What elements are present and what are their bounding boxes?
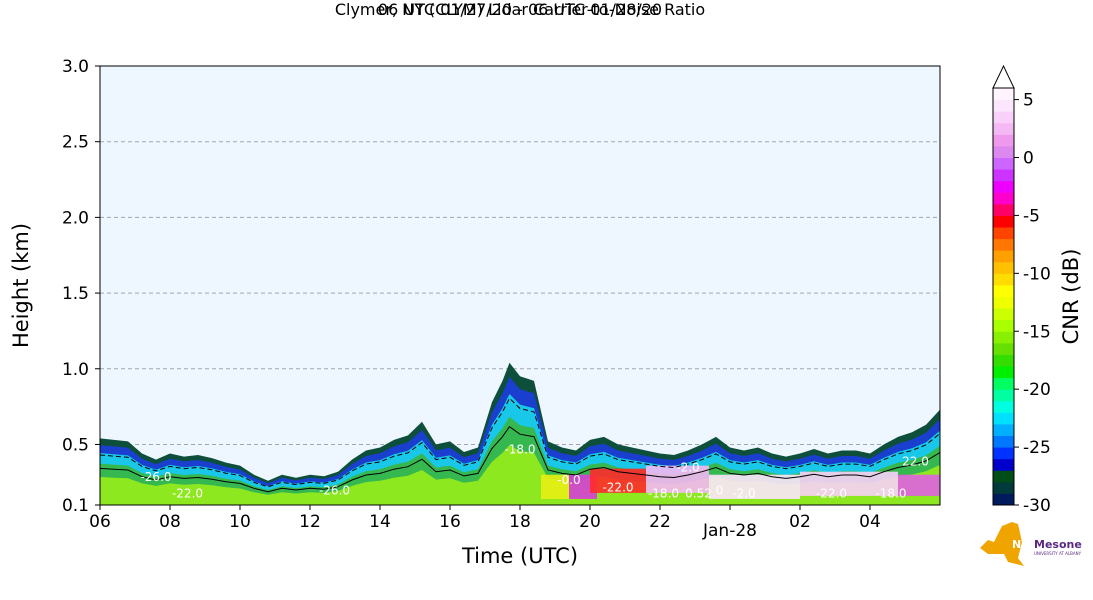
contour-label: 22.0	[902, 455, 929, 469]
y-axis-label: Height (km)	[9, 223, 33, 348]
cloud-core-yellow	[541, 474, 569, 499]
colorbar-tick-label: -15	[1023, 322, 1051, 342]
logo-mesonet-text: Mesonet	[1034, 538, 1082, 551]
x-tick-label: 02	[789, 512, 811, 532]
contour-label: -2.0	[676, 461, 699, 475]
y-tick-label: 2.0	[62, 208, 89, 228]
colorbar-segment	[993, 319, 1014, 332]
colorbar-frame	[992, 87, 1015, 506]
colorbar-segment	[993, 481, 1014, 494]
cloud-core-red	[590, 468, 646, 493]
contour-label: -0.0	[557, 473, 580, 487]
contour-label: 0	[716, 483, 724, 497]
y-tick-label: 0.1	[62, 496, 89, 516]
x-axis-label: Time (UTC)	[461, 544, 578, 568]
colorbar-segment	[993, 412, 1014, 425]
colorbar-segment	[993, 354, 1014, 367]
chart-subtitle: 06 UTC 01/27/20 - 06 UTC 01/28/20	[377, 0, 663, 19]
x-tick-label: Jan-28	[702, 521, 757, 541]
contour-line	[100, 397, 940, 488]
colorbar-segment	[993, 331, 1014, 344]
y-tick-label: 0.5	[62, 435, 89, 455]
contour-label: -22.0	[172, 486, 203, 500]
x-tick-label: 14	[369, 512, 391, 532]
colorbar-segment	[993, 203, 1014, 216]
x-tick-label: 10	[229, 512, 251, 532]
ny-state-shape	[980, 522, 1024, 566]
x-tick-label: 18	[509, 512, 531, 532]
colorbar-segment	[993, 342, 1014, 355]
colorbar-tick-label: -10	[1023, 264, 1051, 284]
colorbar-segment	[993, 145, 1014, 158]
colorbar-segment	[993, 169, 1014, 182]
logo-nys-text: NYS	[1012, 538, 1037, 551]
cloud-core-violet	[898, 474, 940, 496]
colorbar-tick-label: -5	[1023, 206, 1040, 226]
contour-label: -26.0	[140, 470, 171, 484]
colorbar-segment	[993, 111, 1014, 124]
colorbar-segment	[993, 423, 1014, 436]
x-tick-label: 16	[439, 512, 461, 532]
contour-label: -22.0	[816, 486, 847, 500]
colorbar-segment	[993, 296, 1014, 309]
x-tick-label: 06	[89, 512, 111, 532]
colorbar-segment	[993, 227, 1014, 240]
colorbar-tick-label: -30	[1023, 496, 1051, 516]
y-tick-label: 1.5	[62, 284, 89, 304]
chart-title: Clymer, NY (CLYM) Lidar Carrier-to-Noise…	[334, 0, 706, 19]
cloud-core-pink-2	[800, 471, 898, 496]
cloud-core-pink	[646, 465, 709, 493]
contour-label: -18.0	[648, 486, 679, 500]
contour-label: 0.52	[685, 486, 712, 500]
x-tick-label: 20	[579, 512, 601, 532]
x-tick-label: 08	[159, 512, 181, 532]
colorbar-extend-max	[992, 64, 1015, 89]
colorbar-segment	[993, 192, 1014, 205]
colorbar-segment	[993, 215, 1014, 228]
cloud-field: -26.0-22.0 -26.0-18.0-0.0-22.0 -18.0 0.52 0-…	[100, 362, 940, 505]
colorbar-segment	[993, 389, 1014, 402]
contour-label: -26.0	[319, 483, 350, 497]
colorbar-segment	[993, 157, 1014, 170]
colorbar-segment	[993, 377, 1014, 390]
nys-mesonet-logo: NYS Mesonet UNIVERSITY AT ALBANY	[978, 518, 1087, 568]
contour-label: -22.0	[602, 480, 633, 494]
colorbar-segment	[993, 308, 1014, 321]
colorbar-segment	[993, 261, 1014, 274]
colorbar-segment	[993, 99, 1014, 112]
colorbar-tick-label: 5	[1023, 91, 1034, 111]
colorbar-segment	[993, 284, 1014, 297]
colorbar-tick-label: 0	[1023, 149, 1034, 169]
colorbar-segment	[993, 470, 1014, 483]
colorbar-segment	[993, 366, 1014, 379]
colorbar-segment	[993, 273, 1014, 286]
x-tick-label: 04	[859, 512, 881, 532]
colorbar-segment	[993, 458, 1014, 471]
contour-label: -2.0	[732, 486, 755, 500]
colorbar-segment	[993, 447, 1014, 460]
y-tick-label: 2.5	[62, 133, 89, 153]
x-tick-label: 22	[649, 512, 671, 532]
colorbar-segment	[993, 88, 1014, 101]
contour-line	[100, 425, 940, 493]
colorbar-segment	[993, 134, 1014, 147]
colorbar-segment	[993, 250, 1014, 263]
colorbar-tick-label: -25	[1023, 438, 1051, 458]
x-tick-label: 12	[299, 512, 321, 532]
contour-label: -18.0	[504, 443, 535, 457]
logo-university-text: UNIVERSITY AT ALBANY	[1034, 551, 1082, 556]
colorbar-segment	[993, 435, 1014, 448]
colorbar-tick-label: -20	[1023, 380, 1051, 400]
colorbar-segment	[993, 180, 1014, 193]
contour-label: -18.0	[875, 486, 906, 500]
colorbar-segment	[993, 400, 1014, 413]
y-tick-label: 3.0	[62, 57, 89, 77]
colorbar-segment	[993, 493, 1014, 506]
colorbar-segment	[993, 122, 1014, 135]
y-tick-label: 1.0	[62, 360, 89, 380]
colorbar-segment	[993, 238, 1014, 251]
colorbar-label: CNR (dB)	[1059, 249, 1083, 345]
